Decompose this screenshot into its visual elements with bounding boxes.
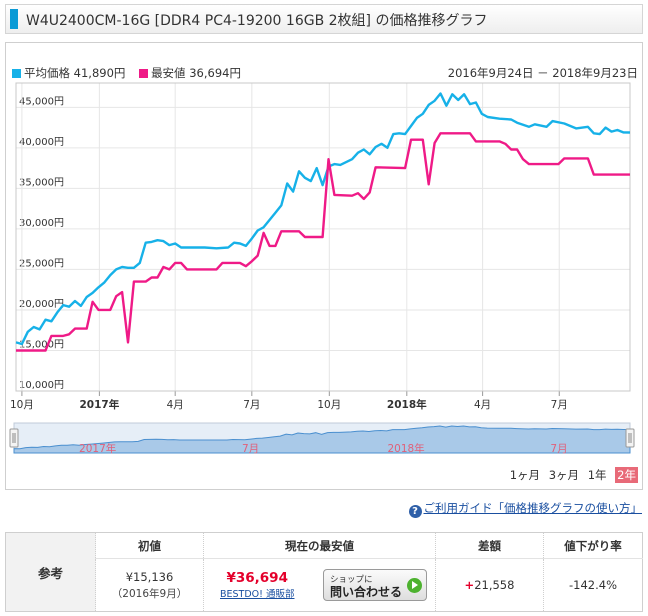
diff-value: 21,558 — [474, 578, 515, 592]
initial-price-cell: ¥15,136 （2016年9月） — [95, 558, 204, 612]
usage-guide: ? ご利用ガイド「価格推移グラフの使い方」 — [408, 500, 643, 518]
series-line-lowest — [16, 132, 630, 352]
header-diff: 差額 — [435, 532, 544, 559]
y-tick-label: 40,000円 — [19, 137, 64, 148]
legend-swatch-average — [12, 69, 21, 78]
navigator-label: 7月 — [242, 443, 259, 455]
price-chart[interactable]: 10,000円 15,000円 20,000円 25,000円 30,000円 35,00… — [6, 43, 642, 463]
x-tick-label: 2017年 — [80, 398, 120, 411]
navigator-area — [13, 425, 631, 454]
legend-lowest-name: 最安値 — [151, 66, 186, 80]
legend-lowest-value: 36,694円 — [189, 66, 241, 80]
x-tick-label: 2018年 — [387, 398, 427, 411]
legend-average-value: 41,890円 — [73, 66, 126, 80]
y-tick-label: 45,000円 — [19, 96, 64, 107]
ask-shop-button[interactable]: ショップに 問い合わせる — [323, 569, 427, 601]
reference-table: 参考 初値 現在の最安値 差額 値下がり率 ¥15,136 （2016年9月） … — [5, 532, 643, 612]
navigator-label: 2017年 — [79, 442, 116, 455]
range-1-year-button[interactable]: 1年 — [587, 468, 607, 482]
header-initial: 初値 — [95, 532, 204, 559]
range-1-month-button[interactable]: 1ヶ月 — [509, 468, 541, 482]
y-tick-label: 10,000円 — [19, 380, 64, 391]
title-bar: W4U2400CM-16G [DDR4 PC4-19200 16GB 2枚組] … — [5, 4, 643, 34]
initial-price: ¥15,136 — [125, 569, 174, 584]
help-icon: ? — [408, 505, 422, 518]
page-title: W4U2400CM-16G [DDR4 PC4-19200 16GB 2枚組] … — [26, 13, 488, 29]
y-tick-label: 20,000円 — [19, 299, 64, 310]
reference-label: 参考 — [5, 532, 96, 612]
navigator-label: 7月 — [550, 443, 567, 455]
initial-date: （2016年9月） — [111, 587, 188, 600]
y-tick-label: 35,000円 — [19, 177, 64, 188]
series-line-average — [15, 92, 631, 346]
navigator-label: 2018年 — [387, 442, 424, 455]
x-tick-label: 7月 — [243, 399, 260, 411]
navigator-handle-left[interactable] — [9, 428, 19, 448]
ask-button-label: 問い合わせる — [330, 585, 403, 599]
play-arrow-icon — [407, 578, 422, 593]
current-low-cell: ¥36,694 BESTDO! 通販部 ショップに 問い合わせる — [203, 558, 436, 612]
y-tick-label: 30,000円 — [19, 218, 64, 229]
legend-average-name: 平均価格 — [24, 66, 70, 80]
x-tick-label: 10月 — [317, 399, 341, 411]
ask-button-small-text: ショップに — [330, 575, 373, 585]
legend-item-average[interactable]: 平均価格 41,890円 — [12, 66, 129, 80]
current-low-price: ¥36,694 — [226, 570, 288, 586]
range-3-month-button[interactable]: 3ヶ月 — [548, 468, 580, 482]
legend-item-lowest[interactable]: 最安値 36,694円 — [139, 66, 241, 80]
x-tick-label: 10月 — [10, 399, 34, 411]
y-tick-label: 25,000円 — [19, 258, 64, 269]
y-tick-label: 15,000円 — [19, 339, 64, 350]
shop-link[interactable]: BESTDO! 通販部 — [220, 589, 295, 600]
chart-date-range: 2016年9月24日 － 2018年9月23日 — [447, 66, 638, 80]
x-tick-label: 7月 — [551, 399, 568, 411]
header-drop-rate: 値下がり率 — [543, 532, 643, 559]
header-current-low: 現在の最安値 — [203, 532, 436, 559]
chart-legend: 平均価格 41,890円 最安値 36,694円 — [12, 65, 251, 81]
usage-guide-link[interactable]: ご利用ガイド「価格推移グラフの使い方」 — [423, 501, 643, 515]
title-accent-bar — [10, 9, 18, 29]
x-tick-label: 4月 — [167, 399, 184, 411]
drop-rate-cell: -142.4% — [543, 558, 643, 612]
navigator-handle-right[interactable] — [625, 428, 635, 448]
diff-sign: + — [464, 578, 475, 592]
plot-frame — [15, 82, 631, 392]
range-selector: 1ヶ月 3ヶ月 1年 2年 — [505, 467, 638, 483]
x-tick-label: 4月 — [474, 399, 491, 411]
chart-panel: 平均価格 41,890円 最安値 36,694円 2016年9月24日 － 20… — [5, 42, 643, 490]
legend-swatch-lowest — [139, 69, 149, 78]
range-2-year-button[interactable]: 2年 — [615, 467, 638, 483]
diff-cell: +21,558 — [435, 558, 544, 612]
